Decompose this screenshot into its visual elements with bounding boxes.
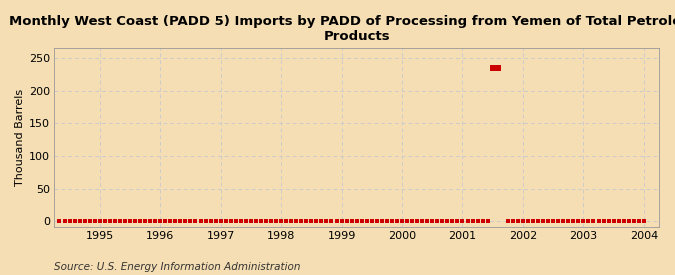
- Text: Source: U.S. Energy Information Administration: Source: U.S. Energy Information Administ…: [54, 262, 300, 272]
- Title: Monthly West Coast (PADD 5) Imports by PADD of Processing from Yemen of Total Pe: Monthly West Coast (PADD 5) Imports by P…: [9, 15, 675, 43]
- Y-axis label: Thousand Barrels: Thousand Barrels: [15, 89, 25, 186]
